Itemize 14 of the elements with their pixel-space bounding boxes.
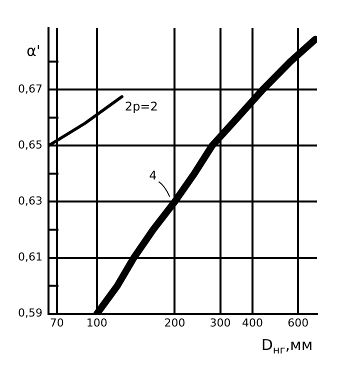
y-tick-label: 0,61 (18, 250, 42, 264)
y-tick-label: 0,65 (18, 138, 42, 152)
y-tick-label: 0,63 (18, 194, 42, 208)
x-tick-label: 70 (50, 316, 64, 330)
x-tick-label: 100 (86, 316, 108, 330)
x-tick-label: 400 (242, 316, 264, 330)
x-tick-label: 300 (210, 316, 231, 330)
y-tick-label: 0,67 (18, 82, 42, 96)
annotation: 4 (149, 168, 157, 183)
x-tick-label: 600 (288, 316, 309, 330)
annotation: 2p=2 (124, 100, 158, 114)
y-axis-title: α' (26, 42, 40, 60)
x-tick-label: 200 (164, 316, 186, 330)
y-tick-label: 0,59 (18, 306, 42, 320)
